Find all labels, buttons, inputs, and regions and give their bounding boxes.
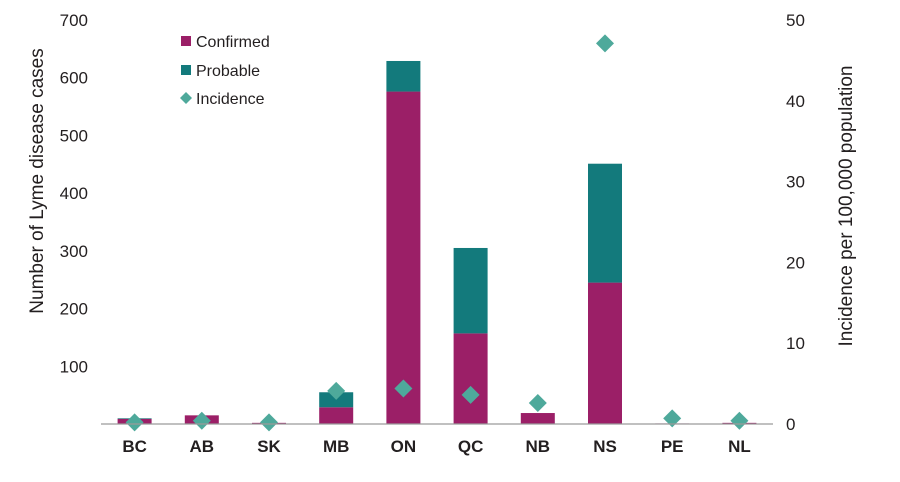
legend-swatch-incidence xyxy=(180,92,192,104)
right-tick-30: 30 xyxy=(786,173,805,192)
incidence-marker-on xyxy=(394,379,413,398)
right-axis-ticks: 0 10 20 30 40 50 xyxy=(786,11,805,434)
right-tick-40: 40 xyxy=(786,92,805,111)
bar-probable-ns xyxy=(588,163,622,283)
left-axis-ticks: 100 200 300 400 500 600 700 xyxy=(60,11,88,376)
category-label-ns: NS xyxy=(593,437,617,456)
category-label-bc: BC xyxy=(122,437,147,456)
category-label-nb: NB xyxy=(526,437,551,456)
incidence-marker-nl xyxy=(730,411,749,430)
incidence-marker-ab xyxy=(192,411,211,430)
bars-layer xyxy=(117,60,757,425)
left-tick-300: 300 xyxy=(60,242,88,261)
incidence-marker-qc xyxy=(461,385,480,404)
legend-label-probable: Probable xyxy=(196,63,260,80)
bar-confirmed-mb xyxy=(319,407,354,424)
category-label-nl: NL xyxy=(728,437,751,456)
category-label-mb: MB xyxy=(323,437,349,456)
legend-label-incidence: Incidence xyxy=(196,91,265,108)
incidence-marker-pe xyxy=(663,409,682,428)
incidence-markers-layer xyxy=(125,34,749,432)
bar-confirmed-on xyxy=(386,91,421,425)
left-tick-600: 600 xyxy=(60,69,88,88)
right-axis-title: Incidence per 100,000 population xyxy=(836,65,857,346)
category-label-sk: SK xyxy=(257,437,281,456)
category-label-ab: AB xyxy=(190,437,215,456)
legend-swatch-probable xyxy=(181,65,191,75)
legend: Confirmed Probable Incidence xyxy=(180,34,270,108)
right-tick-50: 50 xyxy=(786,11,805,30)
bar-confirmed-nb xyxy=(520,413,555,424)
incidence-marker-ns xyxy=(596,34,614,53)
left-tick-700: 700 xyxy=(60,11,88,30)
incidence-marker-bc xyxy=(125,413,144,432)
right-tick-0: 0 xyxy=(786,415,795,434)
right-tick-10: 10 xyxy=(786,334,805,353)
bar-confirmed-ns xyxy=(588,282,622,424)
bar-probable-qc xyxy=(453,247,488,334)
incidence-marker-sk xyxy=(260,413,278,432)
legend-label-confirmed: Confirmed xyxy=(196,34,270,51)
incidence-marker-nb xyxy=(528,393,547,412)
left-tick-100: 100 xyxy=(60,357,88,376)
incidence-marker-mb xyxy=(327,381,346,400)
left-axis-title: Number of Lyme disease cases xyxy=(27,48,48,313)
category-label-on: ON xyxy=(391,437,417,456)
left-tick-200: 200 xyxy=(60,300,88,319)
left-tick-500: 500 xyxy=(60,126,88,145)
bar-confirmed-qc xyxy=(453,333,488,424)
category-label-qc: QC xyxy=(458,437,484,456)
bar-probable-on xyxy=(386,60,421,92)
legend-swatch-confirmed xyxy=(181,36,191,46)
left-tick-400: 400 xyxy=(60,184,88,203)
category-labels: BC AB SK MB ON QC NB NS PE NL xyxy=(122,437,750,456)
right-tick-20: 20 xyxy=(786,253,805,272)
category-label-pe: PE xyxy=(661,437,684,456)
